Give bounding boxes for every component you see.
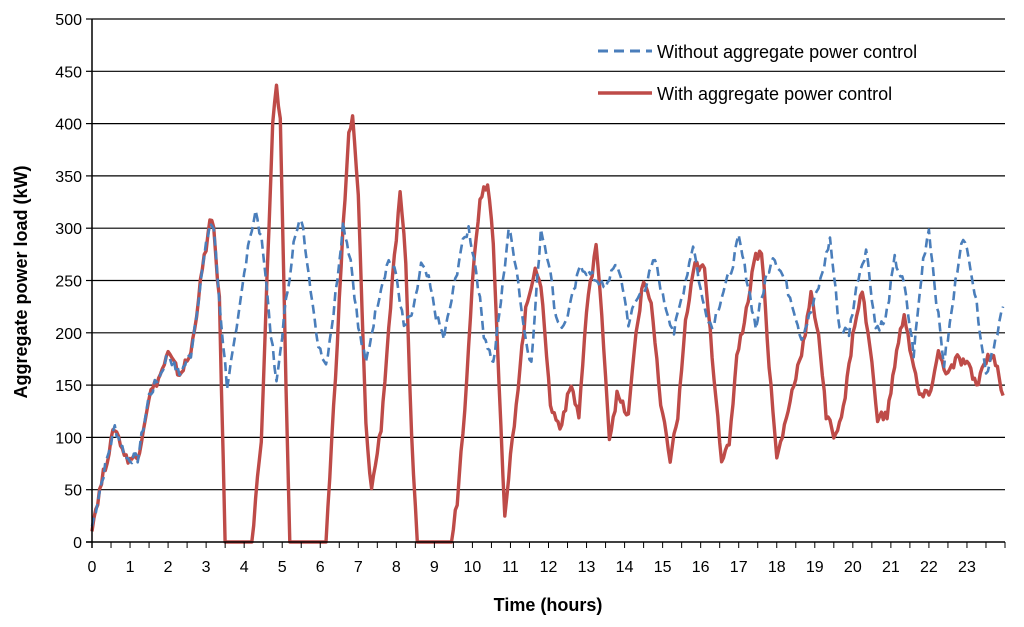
series-with-control-line	[90, 83, 1005, 544]
x-tick-label-12: 12	[540, 559, 558, 576]
y-axis-title: Aggregate power load (kW)	[11, 165, 31, 398]
axes	[86, 19, 1005, 548]
x-tick-label-4: 4	[240, 559, 249, 576]
x-tick-label-14: 14	[616, 559, 634, 576]
x-tick-label-5: 5	[278, 559, 287, 576]
x-tick-label-10: 10	[464, 559, 482, 576]
x-tick-label-16: 16	[692, 559, 710, 576]
x-tick-label-13: 13	[578, 559, 596, 576]
gridlines	[92, 18, 1005, 491]
y-tick-label-500: 500	[55, 12, 82, 29]
x-axis-title: Time (hours)	[494, 595, 603, 615]
x-tick-label-2: 2	[164, 559, 173, 576]
x-tick-label-17: 17	[730, 559, 748, 576]
x-tick-label-21: 21	[882, 559, 900, 576]
x-tick-label-19: 19	[806, 559, 824, 576]
x-tick-label-8: 8	[392, 559, 401, 576]
x-tick-label-6: 6	[316, 559, 325, 576]
y-tick-label-450: 450	[55, 64, 82, 81]
y-tick-label-250: 250	[55, 274, 82, 291]
y-tick-label-350: 350	[55, 169, 82, 186]
x-tick-label-18: 18	[768, 559, 786, 576]
y-tick-labels: 0 50 100 150 200 250 300 350 400 450 500	[55, 12, 92, 552]
series-without-control-line	[90, 209, 1005, 527]
legend-label-without: Without aggregate power control	[657, 42, 917, 62]
x-tick-label-9: 9	[430, 559, 439, 576]
x-tick-label-15: 15	[654, 559, 672, 576]
y-tick-label-100: 100	[55, 430, 82, 447]
x-tick-label-0: 0	[88, 559, 97, 576]
x-tick-label-11: 11	[502, 559, 519, 576]
legend-label-with: With aggregate power control	[657, 84, 892, 104]
x-tick-label-7: 7	[354, 559, 363, 576]
y-tick-label-0: 0	[73, 535, 82, 552]
y-tick-label-200: 200	[55, 326, 82, 343]
x-tick-label-1: 1	[126, 559, 135, 576]
x-tick-labels: 0 1 2 3 4 5 6 7 8 9 10 11 12 13 14 15 16 17 18 19 20 21 22 23	[88, 542, 1006, 576]
legend: Without aggregate power control With agg…	[598, 42, 917, 104]
y-tick-label-300: 300	[55, 221, 82, 238]
y-tick-label-50: 50	[64, 483, 82, 500]
series-layer	[90, 83, 1005, 544]
x-tick-label-20: 20	[844, 559, 862, 576]
y-tick-label-400: 400	[55, 117, 82, 134]
x-tick-label-22: 22	[920, 559, 938, 576]
x-tick-label-3: 3	[202, 559, 211, 576]
x-tick-label-23: 23	[958, 559, 976, 576]
y-tick-label-150: 150	[55, 378, 82, 395]
